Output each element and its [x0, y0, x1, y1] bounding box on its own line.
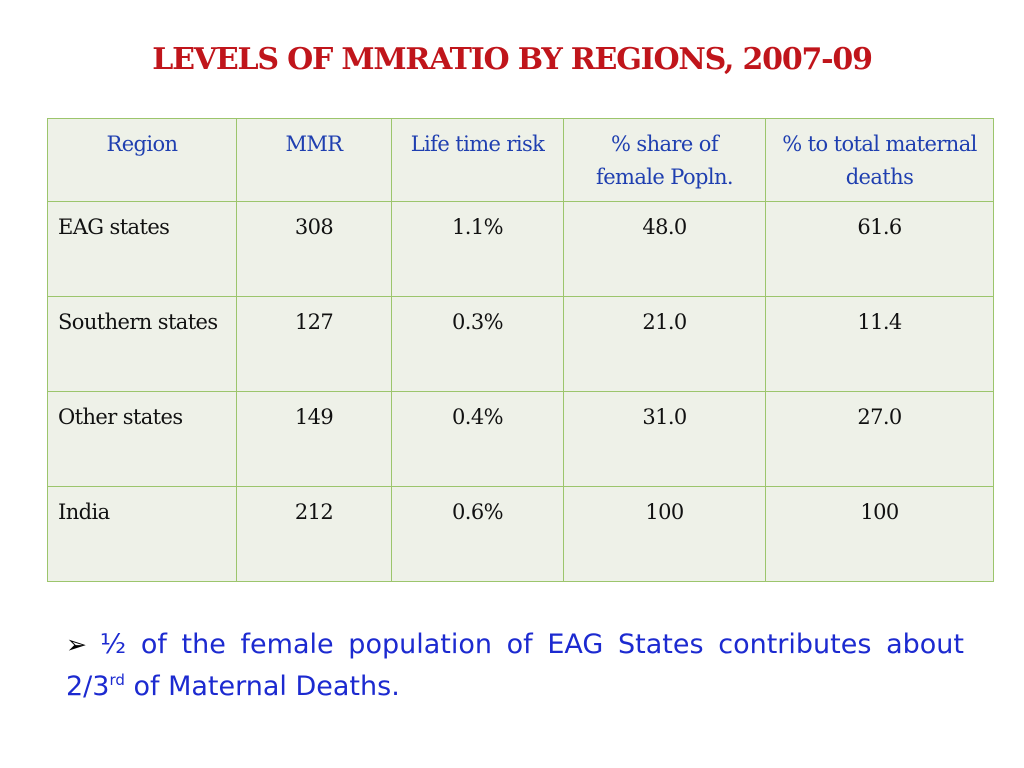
cell-mmr: 127 — [236, 296, 392, 392]
summary-note: ➢ ½ of the female population of EAG State… — [66, 624, 964, 708]
cell-mmr: 212 — [236, 486, 392, 582]
cell-maternal-deaths: 100 — [765, 486, 994, 582]
cell-maternal-deaths: 11.4 — [765, 296, 994, 392]
note-tail: of Maternal Deaths. — [124, 671, 400, 702]
cell-mmr: 149 — [236, 391, 392, 487]
cell-lifetime-risk: 1.1% — [391, 201, 564, 297]
mmr-table-container: Region MMR Life time risk % share of fem… — [47, 118, 994, 582]
cell-lifetime-risk: 0.4% — [391, 391, 564, 487]
arrow-bullet-icon: ➢ — [66, 630, 87, 659]
table-header-row: Region MMR Life time risk % share of fem… — [47, 118, 994, 202]
table-row: Southern states 127 0.3% 21.0 11.4 — [47, 296, 994, 392]
note-superscript: rd — [109, 671, 125, 689]
cell-mmr: 308 — [236, 201, 392, 297]
cell-maternal-deaths: 27.0 — [765, 391, 994, 487]
cell-maternal-deaths: 61.6 — [765, 201, 994, 297]
page-title: LEVELS OF MMRATIO BY REGIONS, 2007-09 — [152, 42, 873, 77]
cell-female-share: 100 — [563, 486, 766, 582]
note-text: ½ of the female population of EAG States… — [66, 629, 964, 702]
table-row: India 212 0.6% 100 100 — [47, 486, 994, 582]
header-female-share: % share of female Popln. — [563, 118, 766, 202]
mmr-table: Region MMR Life time risk % share of fem… — [47, 118, 994, 582]
cell-female-share: 48.0 — [563, 201, 766, 297]
table-row: Other states 149 0.4% 31.0 27.0 — [47, 391, 994, 487]
cell-region: Other states — [47, 391, 237, 487]
cell-lifetime-risk: 0.6% — [391, 486, 564, 582]
header-maternal-deaths: % to total maternal deaths — [765, 118, 994, 202]
cell-lifetime-risk: 0.3% — [391, 296, 564, 392]
cell-region: Southern states — [47, 296, 237, 392]
cell-region: EAG states — [47, 201, 237, 297]
header-mmr: MMR — [236, 118, 392, 202]
table-row: EAG states 308 1.1% 48.0 61.6 — [47, 201, 994, 297]
cell-female-share: 21.0 — [563, 296, 766, 392]
cell-region: India — [47, 486, 237, 582]
header-lifetime-risk: Life time risk — [391, 118, 564, 202]
cell-female-share: 31.0 — [563, 391, 766, 487]
header-region: Region — [47, 118, 237, 202]
